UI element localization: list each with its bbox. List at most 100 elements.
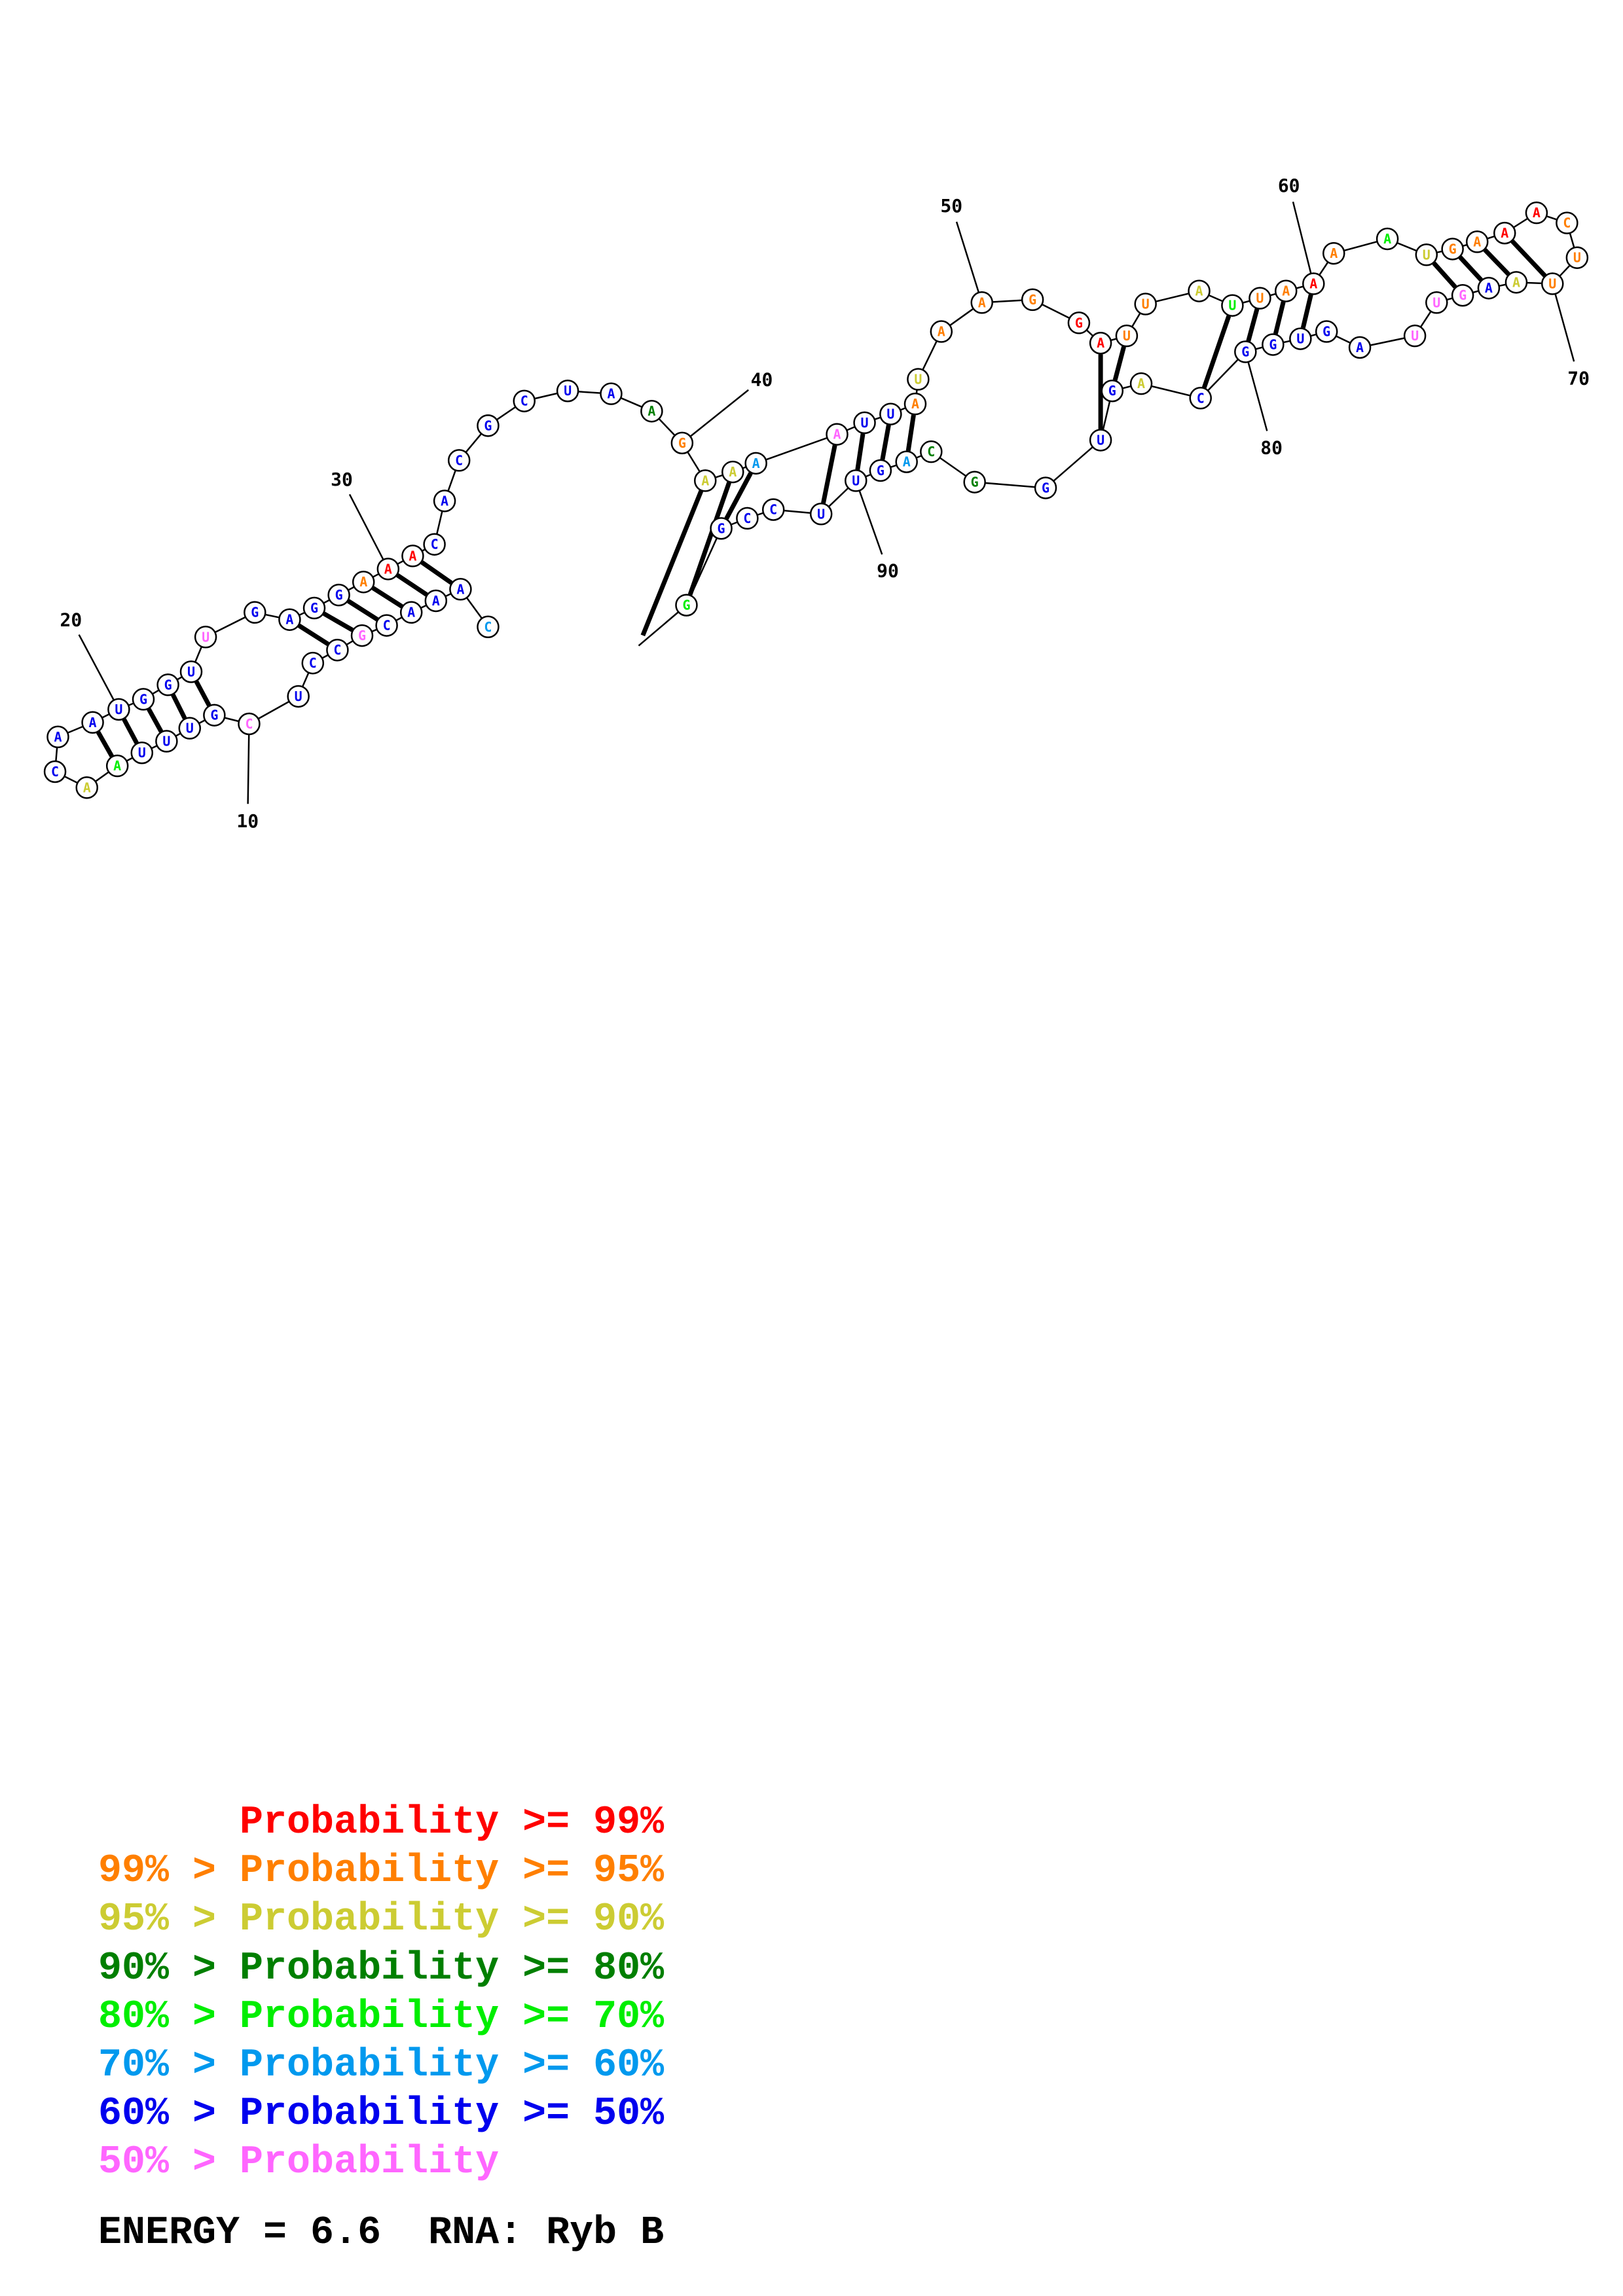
- nucleotide: A: [721, 460, 744, 484]
- nucleotide-circle: [930, 320, 953, 343]
- base-pair-bond: [880, 424, 891, 460]
- nucleotide-base: G: [358, 628, 366, 643]
- nucleotide-base: U: [1411, 328, 1419, 344]
- nucleotide-base: U: [1296, 331, 1304, 347]
- nucleotide-circle: [920, 440, 943, 463]
- nucleotide-circle: [424, 589, 448, 613]
- nucleotide: A: [744, 452, 767, 475]
- nucleotide-circle: [399, 601, 423, 624]
- nucleotide-circle: [1115, 324, 1139, 348]
- nucleotide: U: [1221, 294, 1244, 317]
- nucleotide-circle: [244, 601, 266, 624]
- nucleotide-base: G: [1108, 383, 1116, 399]
- nucleotide: G: [710, 517, 733, 540]
- nucleotide: A: [640, 399, 663, 423]
- position-label: 10: [236, 810, 259, 832]
- nucleotide-base: A: [647, 403, 655, 419]
- nucleotide-base: A: [384, 561, 392, 577]
- nucleotide-base: A: [701, 473, 709, 488]
- nucleotide: C: [920, 440, 943, 463]
- nucleotide: U: [853, 411, 876, 435]
- nucleotide-circle: [105, 754, 129, 778]
- nucleotide-base: G: [210, 708, 218, 723]
- nucleotide-base: A: [456, 581, 464, 597]
- nucleotide: G: [670, 431, 694, 455]
- nucleotide: A: [826, 423, 848, 446]
- nucleotide: G: [1441, 238, 1464, 260]
- nucleotide: G: [1021, 288, 1044, 312]
- nucleotide-circle: [287, 685, 310, 708]
- nucleotide: G: [1262, 333, 1285, 356]
- base-pair-bond: [1483, 248, 1510, 276]
- nucleotide: C: [761, 498, 785, 521]
- base-pair-bond: [147, 708, 164, 733]
- nucleotide-circle: [107, 698, 130, 721]
- legend-row: 60% > Probability >= 50%: [98, 2092, 665, 2137]
- nucleotide: U: [1289, 327, 1312, 350]
- position-label: 50: [940, 195, 962, 217]
- position-label: 60: [1278, 175, 1300, 196]
- base-pair-bond: [1112, 346, 1126, 381]
- nucleotide-circle: [600, 382, 623, 405]
- nucleotide-circle: [155, 730, 178, 753]
- nucleotide-circle: [1188, 279, 1211, 302]
- nucleotide-base: G: [1075, 315, 1083, 331]
- nucleotide-circle: [238, 712, 261, 736]
- nucleotide-base: U: [1256, 291, 1264, 306]
- position-tick-line: [1292, 202, 1312, 274]
- nucleotide-base: U: [1228, 298, 1236, 314]
- base-pair-bond: [322, 611, 354, 632]
- base-pair-bond: [640, 490, 704, 637]
- backbone-segment: [756, 433, 837, 465]
- nucleotide-circle: [327, 583, 350, 607]
- nucleotide-circle: [203, 704, 226, 726]
- nucleotide: U: [1565, 246, 1589, 269]
- nucleotide-base: C: [245, 716, 253, 732]
- nucleotide-circle: [761, 498, 785, 521]
- nucleotide-circle: [46, 725, 69, 749]
- base-pair-bond: [1458, 255, 1483, 282]
- nucleotide-circle: [350, 624, 374, 647]
- position-label: 30: [331, 469, 353, 490]
- nucleotide-base: C: [51, 764, 59, 780]
- nucleotide: G: [963, 471, 986, 493]
- base-pair-bond: [1432, 261, 1457, 289]
- nucleotide: U: [1541, 272, 1564, 295]
- base-pair-bond: [347, 599, 379, 622]
- nucleotide-circle: [670, 431, 694, 455]
- legend-row: Probability >= 99%: [98, 1801, 665, 1845]
- nucleotide-circle: [693, 469, 717, 492]
- nucleotide-base: G: [971, 475, 979, 490]
- base-pair-bond: [1510, 240, 1547, 278]
- nucleotide: G: [350, 624, 374, 647]
- nucleotide-base: A: [752, 456, 760, 471]
- nucleotide: U: [1403, 324, 1427, 348]
- nucleotide-circle: [75, 776, 98, 799]
- nucleotide: A: [1188, 279, 1211, 302]
- backbone-segment: [1045, 439, 1101, 489]
- nucleotide: G: [1101, 379, 1124, 403]
- nucleotide-base: A: [607, 386, 615, 402]
- base-pair-bond: [297, 623, 329, 647]
- nucleotide-circle: [447, 449, 471, 472]
- nucleotide-circle: [721, 460, 744, 484]
- nucleotide-circle: [477, 615, 500, 639]
- nucleotide-circle: [907, 368, 930, 391]
- position-tick-line: [1247, 362, 1268, 431]
- legend-row: 99% > Probability >= 95%: [98, 1849, 665, 1894]
- nucleotide-base: C: [309, 655, 317, 671]
- nucleotide-base: C: [927, 444, 935, 459]
- nucleotide: C: [1189, 387, 1212, 410]
- nucleotide-base: A: [1309, 276, 1317, 292]
- nucleotide: C: [375, 614, 398, 637]
- nucleotide: G: [302, 596, 326, 620]
- nucleotide: A: [903, 392, 927, 416]
- base-pair-bond: [96, 730, 114, 758]
- nucleotide-base: G: [1029, 292, 1036, 308]
- base-pair-bond: [855, 433, 866, 471]
- nucleotide-circle: [1289, 327, 1312, 350]
- nucleotide: A: [1493, 221, 1516, 245]
- nucleotide-base: A: [978, 295, 986, 310]
- nucleotide: A: [1477, 276, 1501, 300]
